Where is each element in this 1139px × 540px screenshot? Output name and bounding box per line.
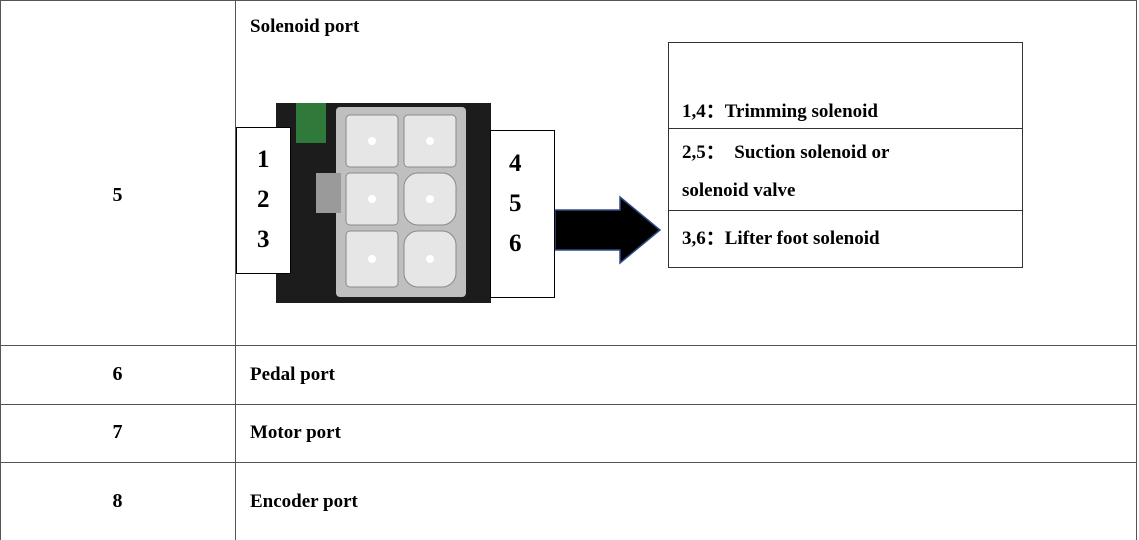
table-border: [1136, 0, 1137, 540]
row-line: [0, 462, 1137, 463]
pin-label: 6: [509, 230, 522, 257]
row-number: 6: [112, 363, 123, 385]
row-line: [0, 345, 1137, 346]
connector-photo: [276, 103, 491, 303]
port-name: Solenoid port: [250, 16, 360, 37]
legend-text: solenoid valve: [682, 180, 796, 201]
legend-text: 2,5： Suction solenoid or: [682, 142, 890, 163]
row-number: 5: [112, 184, 123, 206]
legend-text: 1,4：Trimming solenoid: [682, 101, 878, 122]
pin-label: 4: [509, 150, 522, 177]
row-number: 7: [112, 421, 123, 443]
pin-label: 2: [257, 186, 270, 213]
table-border: [0, 0, 1137, 1]
pin-label: 3: [257, 226, 270, 253]
column-line: [235, 0, 236, 540]
legend-line: [668, 210, 1023, 211]
pin-label-box: [490, 130, 555, 298]
port-name: Pedal port: [250, 364, 335, 385]
port-name: Encoder port: [250, 491, 358, 512]
port-name: Motor port: [250, 422, 341, 443]
row-line: [0, 404, 1137, 405]
pin-label-box: [236, 127, 291, 274]
pin-label: 1: [257, 146, 270, 173]
arrow: [555, 195, 662, 265]
table-border: [0, 0, 1, 540]
pin-label: 5: [509, 190, 522, 217]
legend-line: [668, 128, 1023, 129]
legend-box: [668, 42, 1023, 268]
row-number: 8: [112, 490, 123, 512]
legend-text: 3,6：Lifter foot solenoid: [682, 228, 880, 249]
